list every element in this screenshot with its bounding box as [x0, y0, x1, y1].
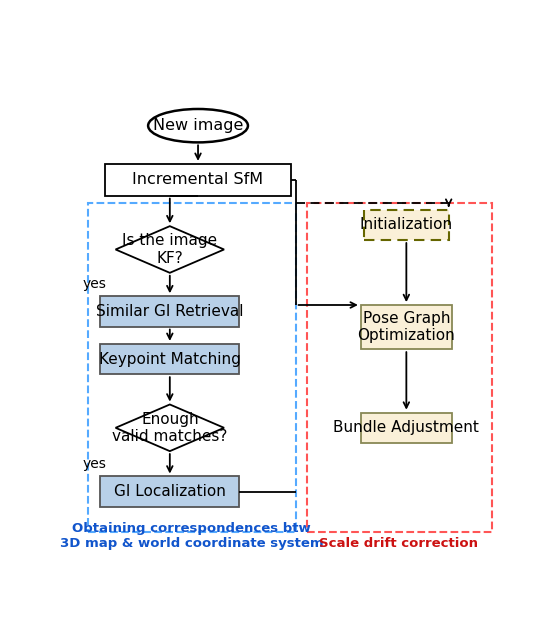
- Bar: [100, 296, 239, 327]
- Text: Similar GI Retrieval: Similar GI Retrieval: [96, 304, 244, 319]
- Text: New image: New image: [153, 118, 243, 133]
- Ellipse shape: [148, 109, 248, 142]
- Text: Enough
valid matches?: Enough valid matches?: [112, 412, 227, 444]
- Text: Obtaining correspondences btw
3D map & world coordinate system: Obtaining correspondences btw 3D map & w…: [60, 522, 323, 550]
- Bar: [105, 164, 291, 196]
- Bar: [88, 203, 296, 533]
- Bar: [364, 210, 449, 240]
- Text: Scale drift correction: Scale drift correction: [319, 537, 478, 550]
- Text: Initialization: Initialization: [360, 218, 453, 232]
- Text: Is the image
KF?: Is the image KF?: [122, 234, 217, 265]
- Text: Pose Graph
Optimization: Pose Graph Optimization: [357, 311, 455, 343]
- Bar: [361, 413, 452, 443]
- Text: Bundle Adjustment: Bundle Adjustment: [333, 420, 479, 435]
- Text: yes: yes: [83, 278, 107, 292]
- Text: Keypoint Matching: Keypoint Matching: [99, 352, 241, 367]
- Bar: [306, 203, 492, 533]
- Polygon shape: [115, 226, 224, 273]
- Text: GI Localization: GI Localization: [114, 484, 226, 499]
- Text: Incremental SfM: Incremental SfM: [133, 172, 264, 187]
- Bar: [361, 305, 452, 349]
- Bar: [100, 344, 239, 375]
- Text: yes: yes: [83, 457, 107, 471]
- Polygon shape: [115, 404, 224, 451]
- Bar: [100, 477, 239, 507]
